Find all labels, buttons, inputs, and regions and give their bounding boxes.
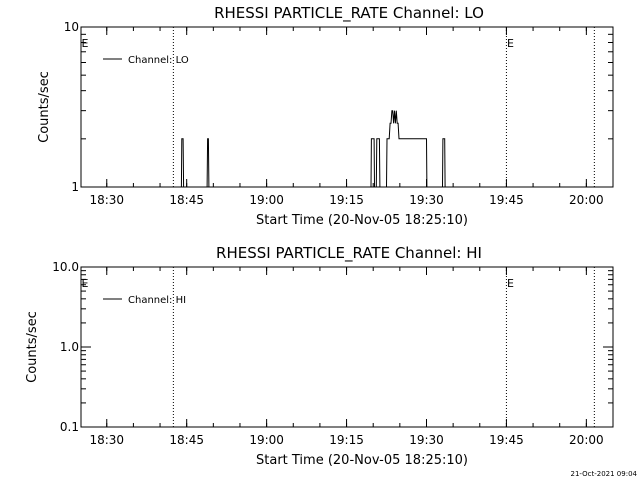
x-tick-label-1: 18:30 xyxy=(89,433,124,447)
plot-title-1: RHESSI PARTICLE_RATE Channel: HI xyxy=(216,244,482,263)
x-tick-label-0: 19:30 xyxy=(409,193,444,207)
series-line-0 xyxy=(81,110,613,188)
plot-frame-1 xyxy=(80,266,614,428)
legend-entry-1: Channel: HI xyxy=(128,295,186,306)
x-tick-label-1: 19:15 xyxy=(329,433,364,447)
x-tick-label-0: 19:15 xyxy=(329,193,364,207)
x-tick-label-1: 19:30 xyxy=(409,433,444,447)
x-tick-label-0: 18:30 xyxy=(89,193,124,207)
y-tick-label-1: 0.1 xyxy=(60,420,79,434)
y-tick-label-0: 10 xyxy=(64,20,79,34)
footer-timestamp: 21-Oct-2021 09:04 xyxy=(571,470,638,478)
marker-label-0: E xyxy=(82,37,89,50)
plot-title-0: RHESSI PARTICLE_RATE Channel: LO xyxy=(214,4,484,23)
marker-label-0: E xyxy=(507,37,514,50)
marker-label-1: E xyxy=(82,277,89,290)
x-tick-label-1: 18:45 xyxy=(169,433,204,447)
legend-entry-0: Channel: LO xyxy=(128,55,189,66)
x-axis-label-1: Start Time (20-Nov-05 18:25:10) xyxy=(256,453,468,468)
y-tick-label-1: 1.0 xyxy=(60,340,79,354)
x-tick-label-0: 19:45 xyxy=(489,193,524,207)
x-tick-label-0: 19:00 xyxy=(249,193,284,207)
x-axis-label-0: Start Time (20-Nov-05 18:25:10) xyxy=(256,213,468,228)
x-tick-label-0: 18:45 xyxy=(169,193,204,207)
y-tick-label-1: 10.0 xyxy=(52,260,79,274)
x-tick-label-1: 19:00 xyxy=(249,433,284,447)
x-tick-label-1: 20:00 xyxy=(569,433,604,447)
plot-frame-0 xyxy=(80,26,614,188)
marker-label-1: E xyxy=(507,277,514,290)
y-axis-label-1: Counts/sec xyxy=(25,311,40,383)
y-tick-label-0: 1 xyxy=(71,180,79,194)
y-axis-label-0: Counts/sec xyxy=(37,71,52,143)
x-tick-label-0: 20:00 xyxy=(569,193,604,207)
x-tick-label-1: 19:45 xyxy=(489,433,524,447)
